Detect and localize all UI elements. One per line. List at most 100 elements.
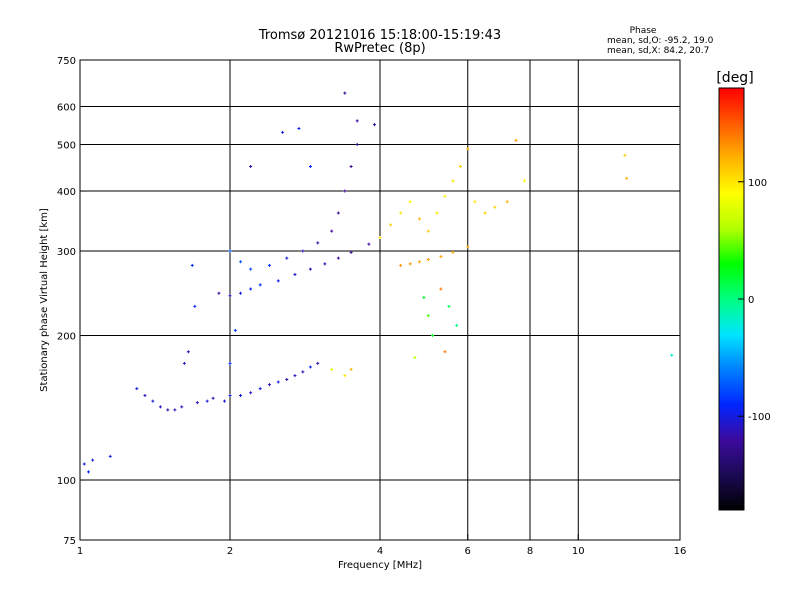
y-tick-label: 100 <box>57 476 76 487</box>
y-tick-label: 400 <box>57 187 76 198</box>
data-point <box>316 241 320 245</box>
data-point <box>233 328 237 332</box>
data-point <box>505 200 509 204</box>
data-point <box>211 396 215 400</box>
colorbar-tick-label: 100 <box>748 178 767 189</box>
data-point <box>143 394 147 398</box>
data-point <box>408 262 412 266</box>
data-point <box>180 405 184 409</box>
stats-x-line: mean, sd,X: 84.2, 20.7 <box>607 46 709 56</box>
data-point <box>473 200 477 204</box>
data-point <box>276 279 280 283</box>
x-axis-label: Frequency [MHz] <box>338 560 422 571</box>
data-point <box>297 126 301 130</box>
y-tick-label: 500 <box>57 141 76 152</box>
data-point <box>239 291 243 295</box>
data-point <box>483 211 487 215</box>
data-point <box>276 380 280 384</box>
data-point <box>623 153 627 157</box>
data-points <box>82 91 674 474</box>
data-point <box>355 119 359 123</box>
data-point <box>86 470 90 474</box>
data-point <box>466 147 470 151</box>
data-point <box>373 123 377 127</box>
data-point <box>625 176 629 180</box>
y-tick-label: 75 <box>63 536 76 547</box>
data-point <box>439 255 443 259</box>
data-point <box>399 263 403 267</box>
data-point <box>399 211 403 215</box>
data-point <box>439 287 443 291</box>
data-point <box>135 387 139 391</box>
data-point <box>443 350 447 354</box>
x-tick-label: 8 <box>527 546 533 557</box>
data-point <box>493 205 497 209</box>
data-point <box>249 287 253 291</box>
data-point <box>258 283 262 287</box>
data-point <box>308 365 312 369</box>
x-tick-label: 2 <box>227 546 233 557</box>
data-point <box>228 294 232 298</box>
data-point <box>343 189 347 193</box>
data-point <box>451 250 455 254</box>
x-tick-label: 16 <box>674 546 687 557</box>
colorbar-tick-label: 0 <box>748 295 754 306</box>
data-point <box>267 383 271 387</box>
data-point <box>330 367 334 371</box>
data-point <box>308 164 312 168</box>
data-point <box>217 291 221 295</box>
data-point <box>267 263 271 267</box>
data-point <box>323 262 327 266</box>
data-point <box>293 273 297 277</box>
data-point <box>336 211 340 215</box>
y-tick-label: 200 <box>57 332 76 343</box>
data-point <box>426 258 430 262</box>
y-tick-label: 600 <box>57 103 76 114</box>
data-point <box>228 394 232 398</box>
data-point <box>349 250 353 254</box>
colorbar-ticks: 100 0 -100 <box>738 178 771 423</box>
data-point <box>389 223 393 227</box>
data-point <box>205 399 209 403</box>
data-point <box>228 361 232 365</box>
data-point <box>166 408 170 412</box>
data-point <box>435 211 439 215</box>
stats-o-line: mean, sd,O: -95.2, 19.0 <box>607 36 714 46</box>
data-point <box>223 399 227 403</box>
y-tick-label: 750 <box>57 56 76 67</box>
data-point <box>301 370 305 374</box>
data-point <box>108 454 112 458</box>
data-point <box>91 458 95 462</box>
data-point <box>173 408 177 412</box>
data-point <box>239 394 243 398</box>
data-point <box>426 229 430 233</box>
y-tick-label: 300 <box>57 247 76 258</box>
grid-lines <box>80 60 680 540</box>
x-tick-label: 10 <box>572 546 585 557</box>
data-point <box>349 367 353 371</box>
chart-title: Tromsø 20121016 15:18:00-15:19:43 <box>258 28 501 43</box>
data-point <box>466 245 470 249</box>
data-point <box>336 256 340 260</box>
data-point <box>190 263 194 267</box>
data-point <box>431 334 435 338</box>
data-point <box>195 401 199 405</box>
data-point <box>258 387 262 391</box>
data-point <box>343 374 347 378</box>
data-point <box>670 353 674 357</box>
data-point <box>413 355 417 359</box>
data-point <box>417 260 421 264</box>
data-point <box>355 143 359 147</box>
data-point <box>417 217 421 221</box>
data-point <box>426 314 430 318</box>
data-point <box>281 130 285 134</box>
colorbar-tick-label: -100 <box>748 412 771 423</box>
colorbar-label: [deg] <box>716 70 753 86</box>
data-point <box>367 242 371 246</box>
data-point <box>293 374 297 378</box>
data-point <box>330 229 334 233</box>
data-point <box>455 323 459 327</box>
data-point <box>316 361 320 365</box>
data-point <box>285 256 289 260</box>
